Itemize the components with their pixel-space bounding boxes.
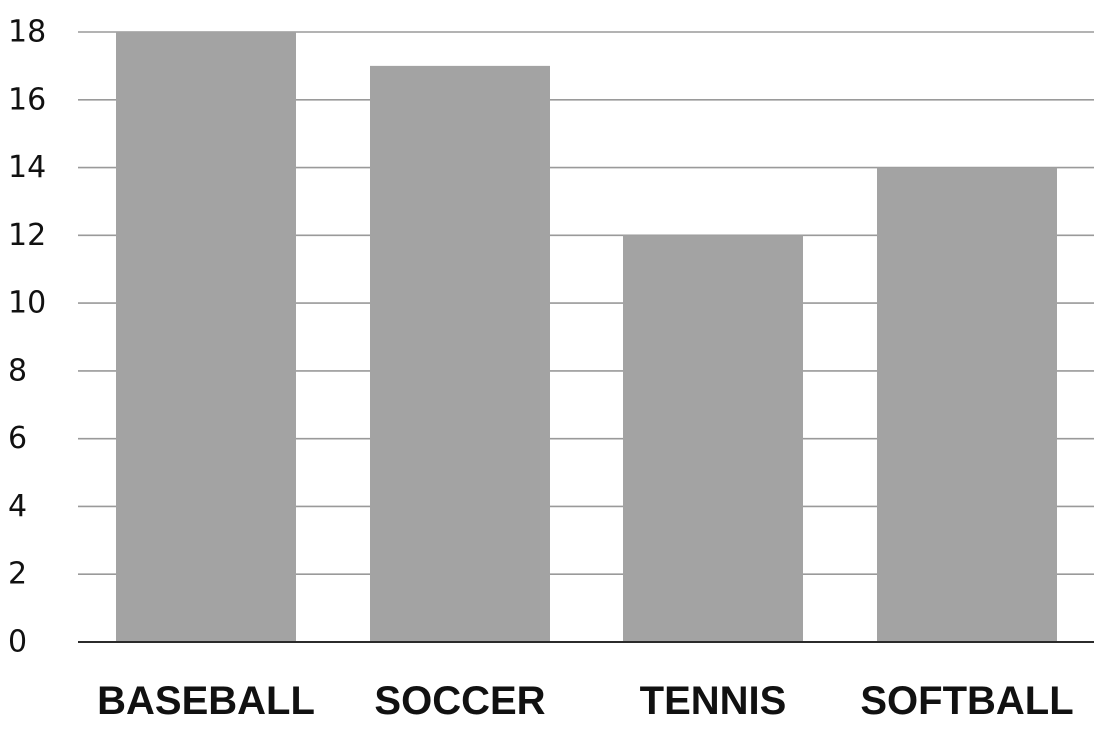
- y-tick-label-8: 8: [8, 353, 27, 388]
- y-tick-label-12: 12: [8, 218, 46, 253]
- y-tick-label-18: 18: [8, 15, 46, 50]
- x-tick-label-soccer: SOCCER: [374, 679, 545, 723]
- bar-soccer: [370, 65, 550, 642]
- y-tick-label-0: 0: [8, 625, 27, 660]
- y-tick-label-14: 14: [8, 150, 46, 185]
- bar-baseball: [116, 32, 296, 642]
- y-tick-label-4: 4: [8, 489, 27, 524]
- y-axis-tick-labels: 0 2 4 6 8 10 12 14 16 18: [8, 15, 46, 660]
- bar-tennis: [623, 235, 803, 643]
- y-tick-label-16: 16: [8, 82, 46, 117]
- x-tick-label-tennis: TENNIS: [640, 679, 787, 723]
- x-tick-label-softball: SOFTBALL: [860, 679, 1073, 723]
- y-tick-label-2: 2: [8, 557, 27, 592]
- bars: [116, 32, 1057, 643]
- bar-softball: [877, 167, 1057, 643]
- x-tick-label-baseball: BASEBALL: [97, 679, 315, 723]
- y-tick-label-6: 6: [8, 421, 27, 456]
- x-axis-tick-labels: BASEBALL SOCCER TENNIS SOFTBALL: [97, 679, 1074, 723]
- y-tick-label-10: 10: [8, 286, 46, 321]
